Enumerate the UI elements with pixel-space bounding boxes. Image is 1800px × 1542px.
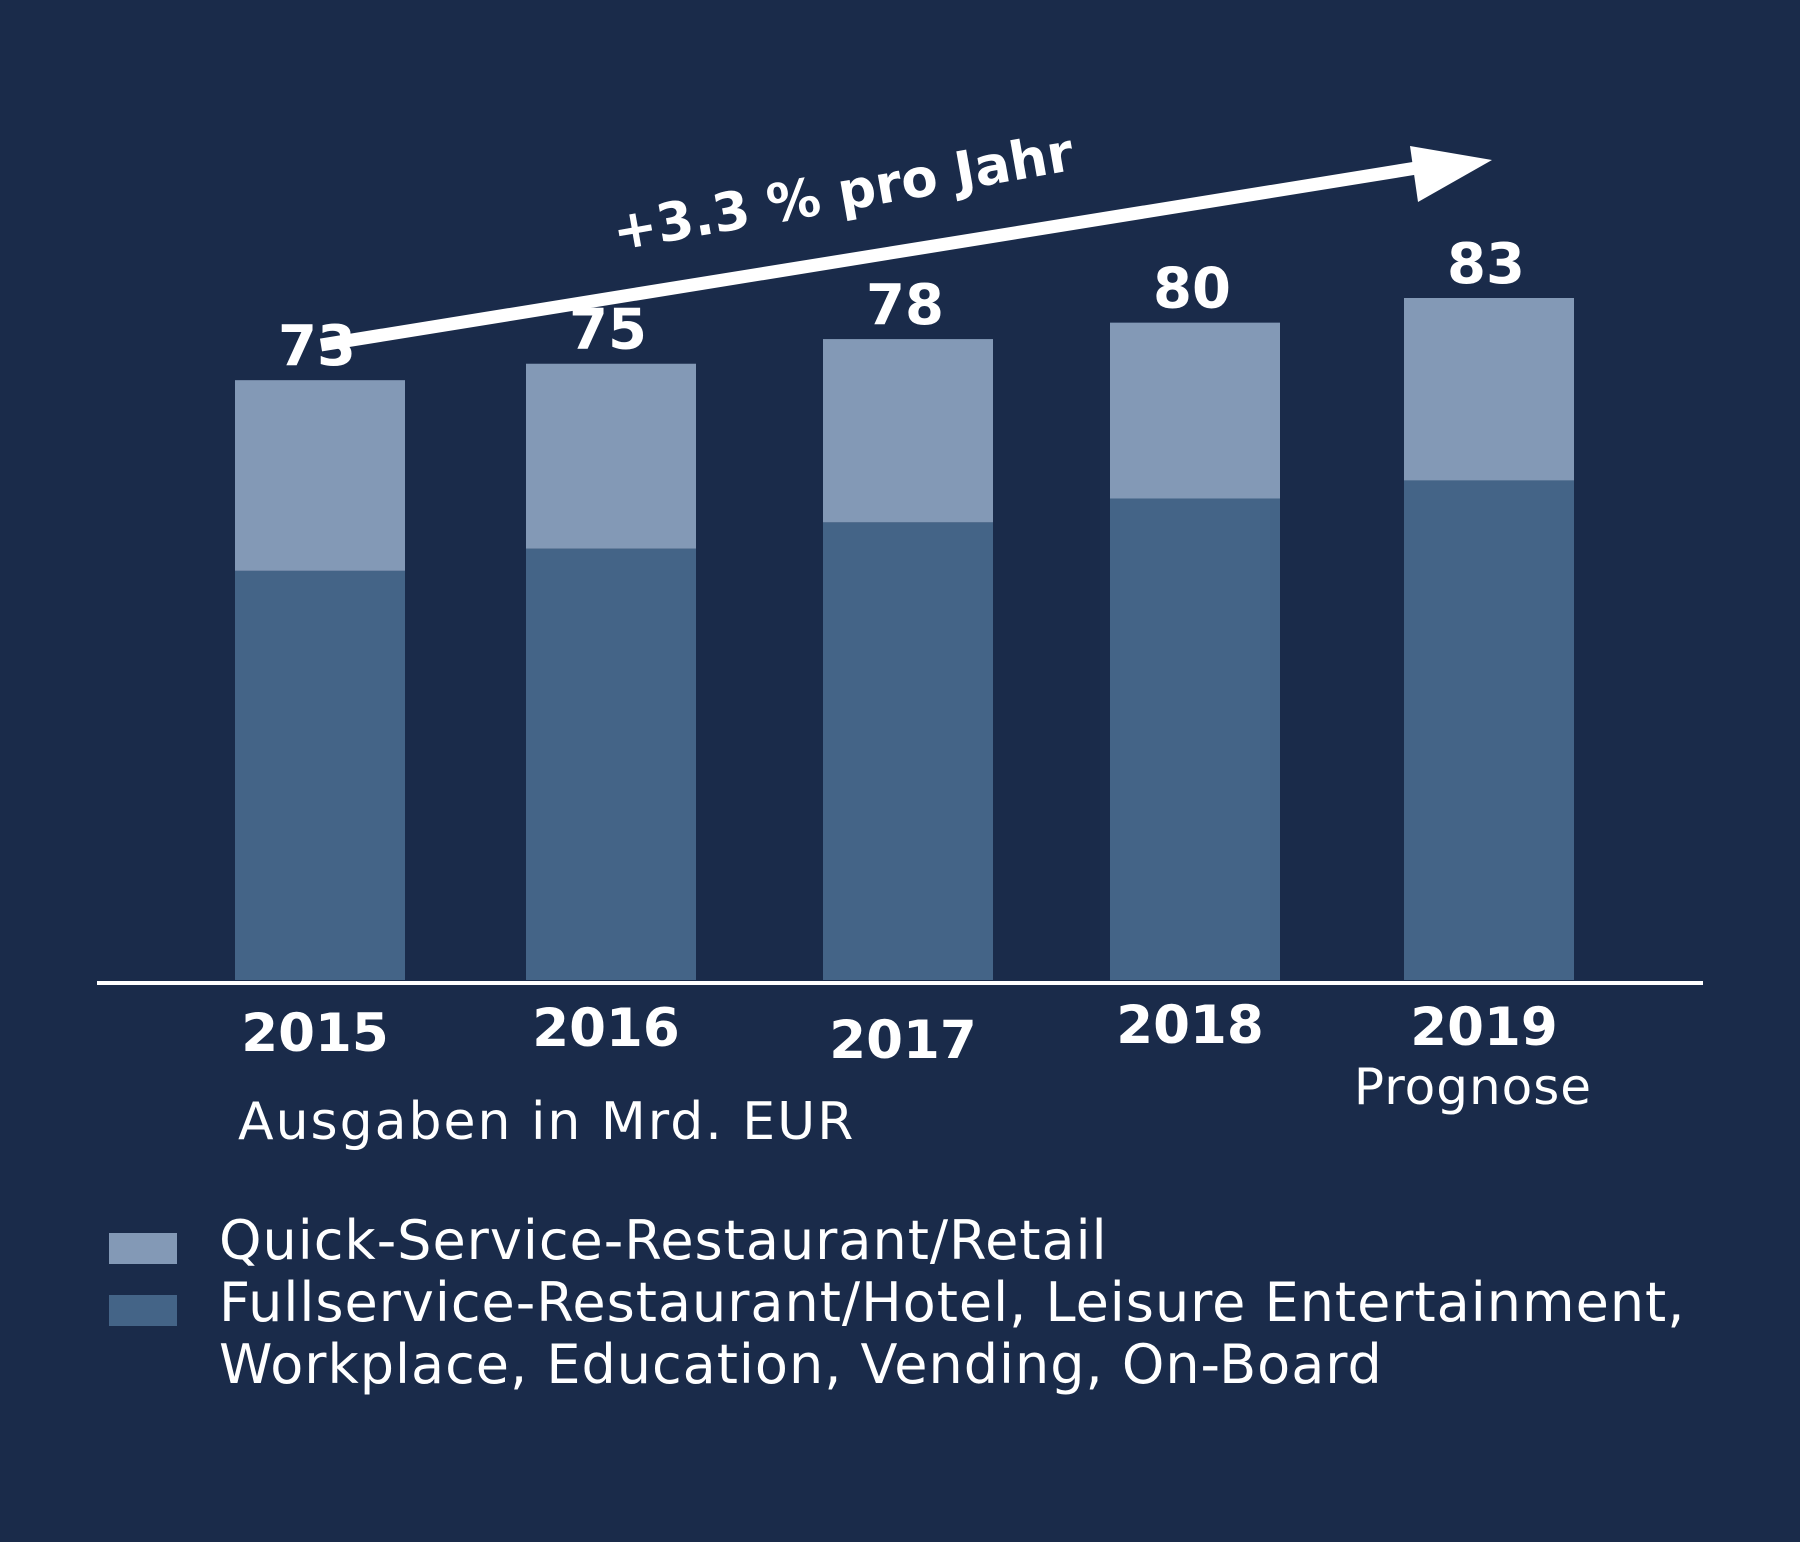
bar-segment-2015-quick-service bbox=[235, 380, 405, 571]
trend-arrow-shaft bbox=[319, 158, 1437, 352]
bar-segment-2019-quick-service bbox=[1404, 298, 1574, 481]
legend-item-fullservice: Fullservice-Restaurant/Hotel, Leisure En… bbox=[109, 1272, 1759, 1396]
x-tick-label-2018: 2018 bbox=[1116, 995, 1264, 1056]
x-tick-label-2017: 2017 bbox=[829, 1010, 977, 1071]
trend-annotation-label: +3.3 % pro Jahr bbox=[608, 122, 1078, 263]
legend-item-quick-service: Quick-Service-Restaurant/Retail bbox=[109, 1210, 1759, 1272]
unit-subtitle: Ausgaben in Mrd. EUR bbox=[238, 1092, 855, 1152]
bar-segment-2015-fullservice bbox=[235, 570, 405, 980]
x-tick-label-2016: 2016 bbox=[532, 998, 680, 1059]
x-tick-label-2019: 2019 bbox=[1410, 997, 1558, 1058]
total-label-2019: 83 bbox=[1447, 232, 1525, 297]
bar-segment-2017-fullservice bbox=[823, 522, 993, 980]
bar-segment-2017-quick-service bbox=[823, 339, 993, 523]
bars-layer bbox=[235, 298, 1574, 980]
bar-segment-2016-fullservice bbox=[526, 548, 696, 980]
legend-swatch-fullservice bbox=[109, 1295, 177, 1326]
bar-segment-2016-quick-service bbox=[526, 363, 696, 549]
legend: Quick-Service-Restaurant/Retail Fullserv… bbox=[109, 1210, 1759, 1396]
legend-label-fullservice: Fullservice-Restaurant/Hotel, Leisure En… bbox=[219, 1271, 1686, 1396]
x-tick-sublabel-2019: Prognose bbox=[1354, 1058, 1592, 1116]
bar-segment-2018-quick-service bbox=[1110, 322, 1280, 499]
trend-arrow bbox=[319, 146, 1492, 352]
bar-segment-2019-fullservice bbox=[1404, 480, 1574, 980]
total-label-2018: 80 bbox=[1153, 257, 1231, 322]
trend-arrow-head bbox=[1410, 146, 1492, 202]
x-tick-label-2015: 2015 bbox=[241, 1003, 389, 1064]
bar-segment-2018-fullservice bbox=[1110, 498, 1280, 980]
legend-swatch-quick-service bbox=[109, 1233, 177, 1264]
legend-label-quick-service: Quick-Service-Restaurant/Retail bbox=[219, 1209, 1108, 1272]
total-label-2017: 78 bbox=[866, 273, 944, 338]
